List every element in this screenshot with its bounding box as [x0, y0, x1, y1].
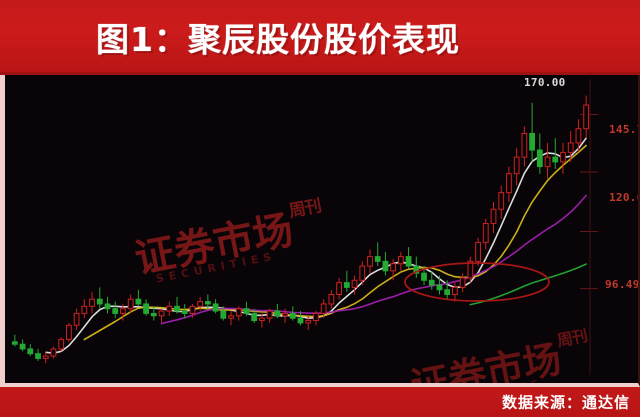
data-source-label: 数据来源：通达信	[501, 393, 630, 412]
price-label-2: 120.6	[609, 191, 638, 204]
price-label-3: 96.49	[605, 278, 638, 291]
source-footer-bar: 数据来源：通达信	[0, 387, 640, 417]
candlestick-chart	[11, 79, 598, 375]
page-title: 图1：聚辰股份股价表现	[96, 19, 460, 59]
price-label-1: 145.7	[609, 123, 638, 136]
figure-title-banner: 图1：聚辰股份股价表现	[0, 0, 640, 75]
consolidation-highlight	[404, 262, 550, 302]
price-label-high: 170.00	[524, 76, 566, 89]
chart-canvas: 证券市场周刊 SECURITIES 证券市场周刊 SECURITIES 170.…	[5, 75, 638, 383]
chart-frame: 证券市场周刊 SECURITIES 证券市场周刊 SECURITIES 170.…	[0, 75, 640, 387]
